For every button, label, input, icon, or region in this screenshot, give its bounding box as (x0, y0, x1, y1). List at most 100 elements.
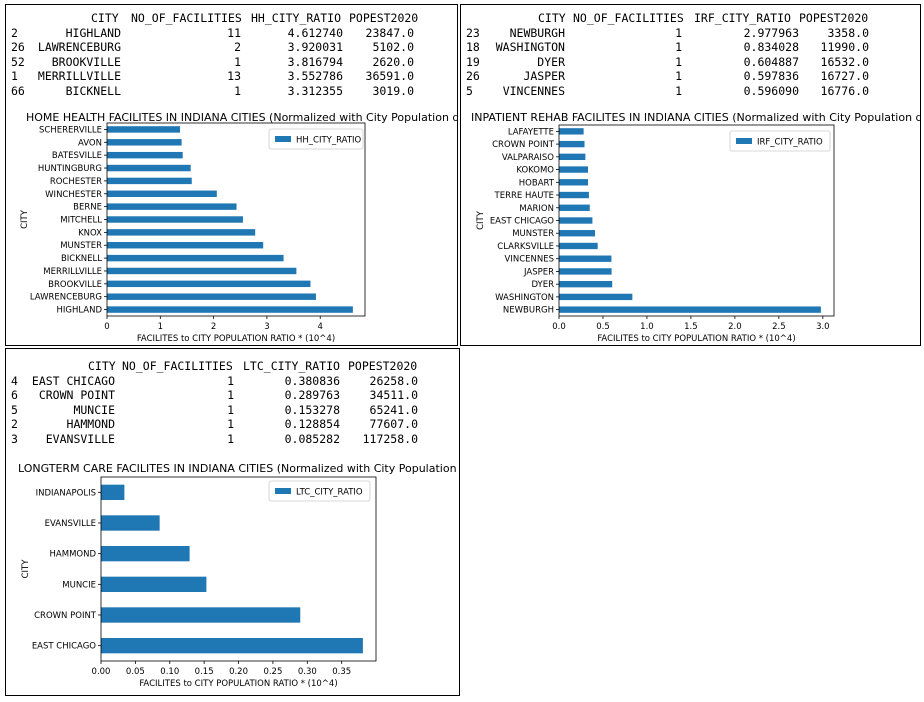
legend-label: HH_CITY_RATIO (296, 136, 362, 146)
y-tick-label: VINCENNES (505, 255, 554, 265)
cell-city: EAST CHICAGO (31, 373, 115, 388)
bar (107, 126, 181, 133)
bar (559, 306, 821, 313)
y-tick-label: LAFAYETTE (508, 127, 554, 137)
cell-facilities: 1 (227, 388, 234, 402)
cell-city: HAMMOND (66, 417, 115, 431)
row-index: 2 (11, 25, 18, 40)
plot-frame (106, 122, 366, 317)
cell-population: 16727.0 (820, 69, 869, 83)
bar (559, 293, 633, 301)
row-index: 2 (11, 417, 18, 431)
y-tick-label: JASPER (523, 267, 554, 277)
legend-swatch (736, 138, 752, 144)
cell-city: MERRILLVILLE (37, 69, 121, 83)
y-tick-label: MUNSTER (512, 229, 554, 239)
y-tick-label: BERNE (73, 203, 102, 213)
y-tick-label: CLARKSVILLE (497, 242, 554, 252)
y-axis-label: CITY (21, 559, 31, 579)
row-index: 18 (466, 40, 480, 54)
y-tick-label: EAST CHICAGO (490, 217, 554, 227)
cell-population: 34511.0 (369, 388, 418, 402)
panel-inpatient-rehab: CITY NO_OF_FACILITIES IRF_CITY_RATIO POP… (460, 4, 921, 346)
row-index: 5 (11, 402, 18, 417)
table-header-city: CITY (538, 11, 566, 25)
cell-facilities: 13 (227, 69, 241, 83)
y-tick-label: MARION (519, 204, 554, 214)
y-tick-label: HAMMOND (50, 550, 97, 560)
bar (559, 242, 598, 250)
row-index: 23 (466, 25, 480, 40)
legend-swatch (275, 136, 291, 142)
y-tick-label: KOKOMO (516, 166, 554, 176)
cell-city: CROWN POINT (38, 388, 115, 402)
cell-ratio: 0.597836 (743, 69, 799, 83)
cell-population: 2620.0 (372, 54, 414, 69)
y-tick-label: DYER (531, 280, 554, 290)
legend-swatch (275, 488, 291, 494)
cell-facilities: 11 (227, 25, 241, 40)
cell-city: VINCENNES (502, 83, 565, 98)
row-index: 19 (466, 54, 480, 69)
cell-ratio: 0.604887 (743, 54, 799, 69)
cell-facilities: 1 (227, 431, 234, 446)
bar (559, 280, 613, 288)
bar (559, 217, 593, 224)
cell-ratio: 0.596090 (743, 83, 799, 98)
x-tick-label: 0.30 (298, 667, 317, 677)
cell-city: JASPER (523, 69, 565, 83)
cell-city: DYER (537, 54, 565, 69)
legend-label: IRF_CITY_RATIO (757, 138, 823, 148)
y-tick-label: SCHERERVILLE (39, 125, 102, 135)
cell-city: BICKNELL (65, 83, 121, 98)
cell-city: HIGHLAND (65, 25, 121, 40)
x-tick-label: 1 (158, 322, 163, 332)
x-tick-label: 0.15 (195, 667, 214, 677)
y-axis-label: CITY (476, 210, 486, 230)
x-tick-label: 0.25 (263, 667, 282, 677)
cell-population: 65241.0 (369, 402, 418, 417)
y-tick-label: INDIANAPOLIS (36, 488, 96, 498)
bar (107, 306, 353, 313)
x-tick-label: 0.35 (332, 667, 351, 677)
row-index: 52 (11, 54, 25, 69)
row-index: 66 (11, 83, 25, 98)
y-tick-label: MERRILLVILLE (43, 267, 102, 277)
cell-facilities: 1 (227, 373, 234, 388)
x-axis-label: FACILITES to CITY POPULATION RATIO * (10… (137, 334, 335, 344)
cell-ratio: 0.128854 (284, 417, 340, 431)
bar (107, 151, 183, 159)
chart-title: HOME HEALTH FACILITES IN INDIANA CITIES … (26, 111, 458, 124)
bar (559, 204, 590, 211)
cell-ratio: 0.380836 (284, 373, 340, 388)
x-tick-label: 2.0 (728, 322, 742, 332)
cell-population: 23847.0 (365, 25, 414, 40)
y-tick-label: MUNCIE (62, 580, 96, 590)
row-index: 3 (11, 431, 18, 446)
legend-box (729, 130, 831, 152)
x-tick-label: 4 (318, 322, 323, 332)
x-tick-label: 0.0 (552, 322, 566, 332)
cell-population: 3019.0 (372, 83, 414, 98)
y-tick-label: CROWN POINT (34, 611, 97, 621)
cell-population: 16532.0 (820, 54, 869, 69)
cell-facilities: 1 (675, 54, 682, 69)
y-tick-label: LAWRENCEBURG (30, 293, 102, 303)
bar (559, 255, 612, 262)
y-tick-label: WASHINGTON (495, 293, 554, 303)
legend-box (268, 128, 364, 150)
bar (101, 576, 207, 592)
cell-ratio: 3.920031 (287, 40, 343, 54)
row-index: 5 (466, 83, 473, 98)
bar (559, 153, 586, 161)
x-tick-label: 1.5 (684, 322, 698, 332)
cell-facilities: 2 (234, 40, 241, 54)
x-axis-label: FACILITES to CITY POPULATION RATIO * (10… (597, 334, 795, 344)
cell-city: NEWBURGH (509, 25, 565, 40)
cell-facilities: 1 (675, 40, 682, 54)
cell-ratio: 4.612740 (287, 25, 343, 40)
row-index: 6 (11, 388, 18, 402)
cell-ratio: 2.977963 (743, 25, 799, 40)
x-tick-label: 0.20 (229, 667, 248, 677)
cell-facilities: 1 (234, 54, 241, 69)
